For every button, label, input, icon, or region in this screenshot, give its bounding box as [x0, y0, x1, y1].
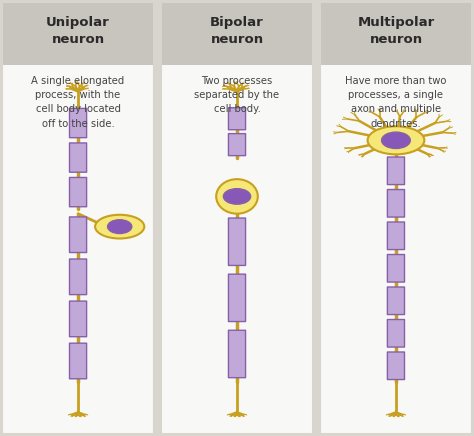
FancyBboxPatch shape — [70, 259, 87, 295]
Ellipse shape — [216, 179, 258, 214]
FancyBboxPatch shape — [387, 320, 404, 347]
Circle shape — [382, 132, 410, 149]
FancyBboxPatch shape — [70, 109, 87, 138]
Text: Bipolar
neuron: Bipolar neuron — [210, 16, 264, 46]
FancyBboxPatch shape — [70, 177, 87, 207]
FancyBboxPatch shape — [228, 218, 246, 266]
Text: Multipolar
neuron: Multipolar neuron — [357, 16, 435, 46]
Text: Two processes
separated by the
cell body.: Two processes separated by the cell body… — [194, 75, 280, 114]
FancyBboxPatch shape — [2, 0, 154, 65]
FancyBboxPatch shape — [70, 343, 87, 379]
Text: Unipolar
neuron: Unipolar neuron — [46, 16, 110, 46]
FancyBboxPatch shape — [387, 255, 404, 282]
Ellipse shape — [367, 126, 424, 154]
FancyBboxPatch shape — [228, 274, 246, 322]
Text: A single elongated
process, with the
cell body located
off to the side.: A single elongated process, with the cel… — [31, 75, 125, 129]
FancyBboxPatch shape — [70, 301, 87, 337]
FancyBboxPatch shape — [161, 0, 313, 65]
FancyBboxPatch shape — [228, 330, 246, 378]
FancyBboxPatch shape — [70, 143, 87, 172]
FancyBboxPatch shape — [228, 133, 246, 156]
FancyBboxPatch shape — [387, 222, 404, 249]
FancyBboxPatch shape — [387, 190, 404, 217]
FancyBboxPatch shape — [387, 157, 404, 184]
FancyBboxPatch shape — [387, 352, 404, 380]
Ellipse shape — [95, 215, 144, 238]
FancyBboxPatch shape — [228, 108, 246, 130]
FancyBboxPatch shape — [387, 287, 404, 314]
Text: Have more than two
processes, a single
axon and multiple
dendrites.: Have more than two processes, a single a… — [345, 75, 447, 129]
Circle shape — [108, 220, 132, 234]
FancyBboxPatch shape — [320, 0, 472, 65]
Circle shape — [223, 189, 251, 204]
FancyBboxPatch shape — [70, 217, 87, 252]
